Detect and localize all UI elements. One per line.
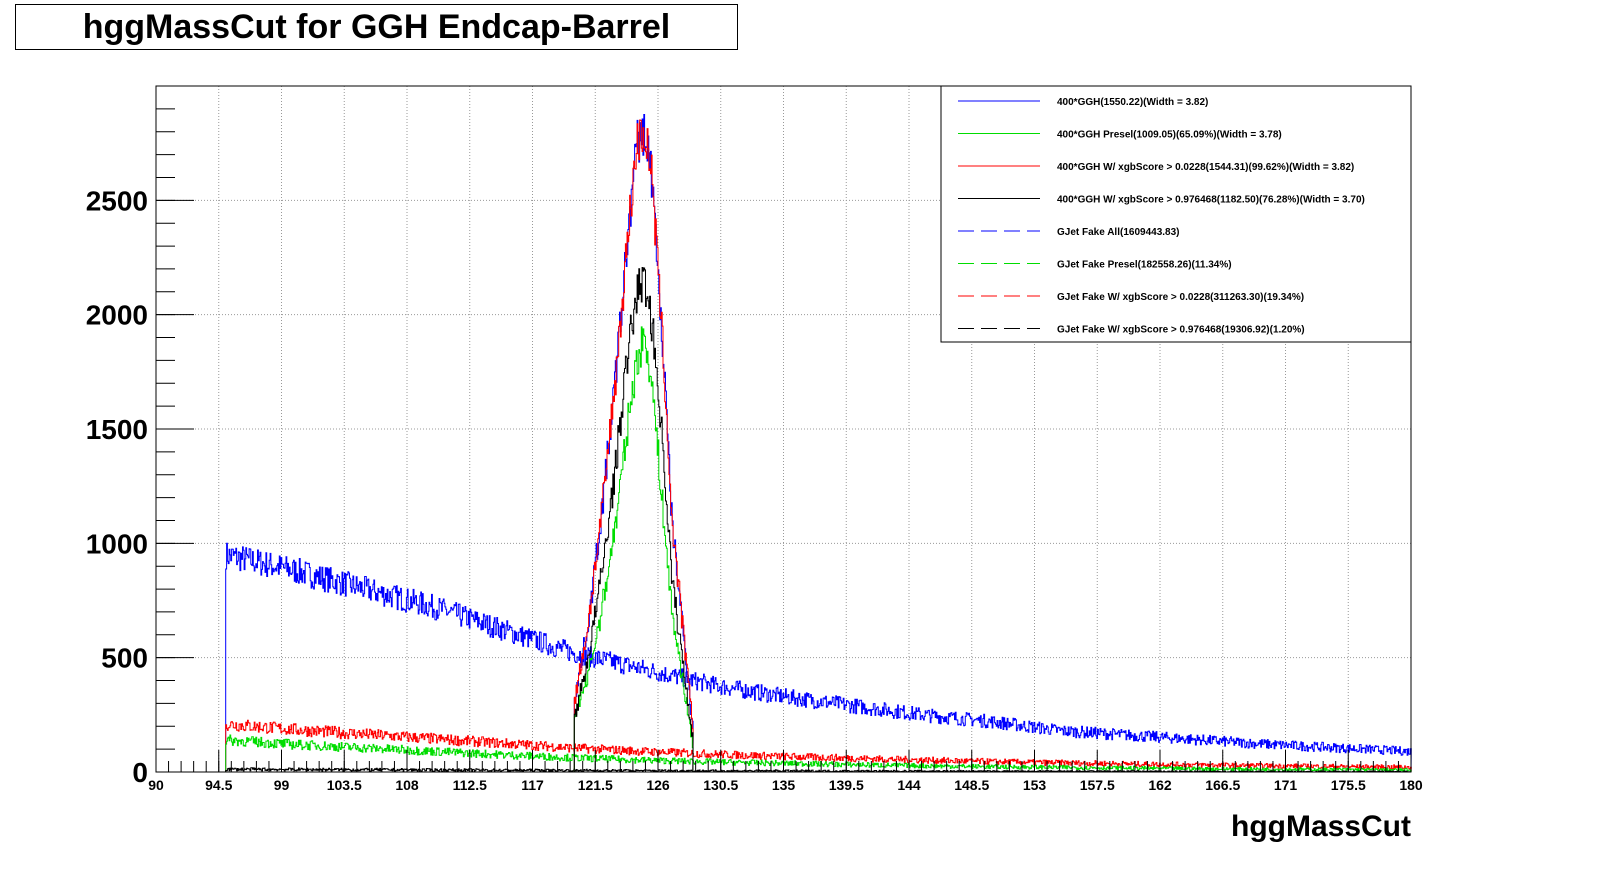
x-tick-label: 153 xyxy=(1023,777,1047,793)
y-tick-label: 0 xyxy=(132,757,148,788)
legend-box xyxy=(940,85,1412,343)
x-tick-label: 144 xyxy=(897,777,921,793)
legend-entry: 400*GGH Presel(1009.05)(65.09%)(Width = … xyxy=(1057,130,1282,141)
y-tick-label: 1500 xyxy=(86,414,148,445)
series-line xyxy=(573,119,694,773)
x-tick-label: 175.5 xyxy=(1331,777,1366,793)
x-tick-label: 103.5 xyxy=(327,777,362,793)
x-tick-label: 171 xyxy=(1274,777,1298,793)
x-tick-label: 166.5 xyxy=(1205,777,1240,793)
series-layer xyxy=(225,114,1412,773)
y-tick-label: 2500 xyxy=(86,185,148,216)
x-tick-label: 126 xyxy=(646,777,670,793)
legend-entry: 400*GGH W/ xgbScore > 0.0228(1544.31)(99… xyxy=(1057,162,1354,173)
x-tick-label: 112.5 xyxy=(453,777,487,793)
y-tick-label: 2000 xyxy=(86,300,148,331)
legend-entry: GJet Fake W/ xgbScore > 0.976468(19306.9… xyxy=(1057,325,1305,336)
y-tick-label: 1000 xyxy=(86,528,148,559)
legend-entry: GJet Fake W/ xgbScore > 0.0228(311263.30… xyxy=(1057,292,1304,303)
x-tick-label: 94.5 xyxy=(205,777,232,793)
x-tick-label: 108 xyxy=(395,777,419,793)
x-tick-label: 121.5 xyxy=(578,777,613,793)
legend-entry: GJet Fake Presel(182558.26)(11.34%) xyxy=(1057,260,1232,271)
x-tick-label: 130.5 xyxy=(703,777,738,793)
legend-entry: 400*GGH W/ xgbScore > 0.976468(1182.50)(… xyxy=(1057,195,1365,206)
x-tick-label: 157.5 xyxy=(1080,777,1115,793)
chart-title: hggMassCut for GGH Endcap-Barrel xyxy=(82,7,671,46)
series-line xyxy=(225,734,1412,773)
legend: 400*GGH(1550.22)(Width = 3.82) 400*GGH Pr… xyxy=(940,85,1412,343)
series-line xyxy=(225,719,1412,773)
series-line xyxy=(225,542,1412,773)
x-tick-label: 117 xyxy=(521,777,544,793)
x-tick-label: 180 xyxy=(1399,777,1423,793)
x-tick-label: 139.5 xyxy=(829,777,864,793)
axes: 90 94.5 99 103.5 108 112.5 117 121.5 126 130.5 135… xyxy=(86,85,1423,793)
x-tick-label: 162 xyxy=(1148,777,1172,793)
legend-entry: GJet Fake All(1609443.83) xyxy=(1057,227,1179,238)
y-tick-label: 500 xyxy=(101,643,148,674)
x-tick-label: 148.5 xyxy=(954,777,989,793)
x-axis-label: hggMassCut xyxy=(1231,810,1411,843)
x-tick-label: 99 xyxy=(274,777,290,793)
chart-title-box: hggMassCut for GGH Endcap-Barrel xyxy=(15,4,738,50)
series-line xyxy=(573,326,694,773)
legend-entry: 400*GGH(1550.22)(Width = 3.82) xyxy=(1057,97,1208,108)
series-line xyxy=(573,267,694,773)
x-tick-label: 135 xyxy=(772,777,796,793)
x-tick-label: 90 xyxy=(148,777,164,793)
